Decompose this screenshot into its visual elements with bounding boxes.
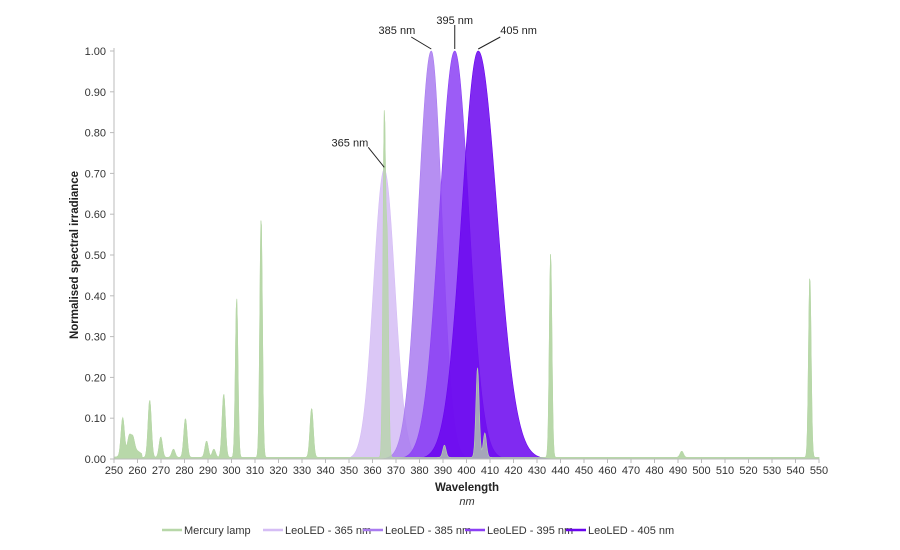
x-tick-label: 420 [504, 465, 522, 477]
x-tick-label: 300 [222, 465, 240, 477]
y-tick-label: 0.60 [85, 209, 106, 221]
y-tick-label: 0.70 [85, 168, 106, 180]
legend-item-3: LeoLED - 395 nm [465, 525, 573, 537]
x-tick-label: 500 [692, 465, 710, 477]
annotation-label: 365 nm [332, 137, 369, 149]
x-tick-label: 490 [669, 465, 687, 477]
legend-item-1: LeoLED - 365 nm [263, 525, 371, 537]
x-tick-label: 550 [810, 465, 828, 477]
x-tick-label: 360 [363, 465, 381, 477]
y-tick-label: 0.90 [85, 87, 106, 99]
annotation-label: 385 nm [379, 25, 416, 37]
mercury-lamp-overlay [113, 110, 820, 460]
legend-label: LeoLED - 395 nm [487, 525, 573, 537]
x-tick-label: 380 [410, 465, 428, 477]
series-area-4 [114, 50, 819, 460]
x-tick-label: 470 [622, 465, 640, 477]
legend-label: LeoLED - 405 nm [588, 525, 674, 537]
x-tick-label: 280 [175, 465, 193, 477]
y-tick-label: 0.40 [85, 291, 106, 303]
legend-label: LeoLED - 385 nm [385, 525, 471, 537]
x-tick-label: 320 [269, 465, 287, 477]
x-tick-label: 370 [387, 465, 405, 477]
legend-item-4: LeoLED - 405 nm [566, 525, 674, 537]
y-tick-label: 1.00 [85, 46, 106, 58]
x-tick-label: 440 [551, 465, 569, 477]
y-tick-label: 0.20 [85, 372, 106, 384]
x-tick-label: 390 [434, 465, 452, 477]
x-tick-label: 460 [598, 465, 616, 477]
y-ticks: 0.00 0.10 0.20 0.30 0.40 0.50 0.60 0.70 0.80 0.90… [85, 46, 114, 466]
x-axis-unit: nm [459, 496, 474, 508]
x-tick-label: 290 [199, 465, 217, 477]
x-tick-label: 450 [575, 465, 593, 477]
x-tick-label: 330 [293, 465, 311, 477]
x-tick-label: 530 [763, 465, 781, 477]
annotation-label: 405 nm [500, 25, 537, 37]
x-tick-label: 510 [716, 465, 734, 477]
annotation-leader [410, 36, 432, 50]
y-tick-label: 0.50 [85, 250, 106, 262]
y-axis-title: Normalised spectral irradiance [69, 171, 81, 339]
y-tick-label: 0.30 [85, 332, 106, 344]
legend-label: Mercury lamp [184, 525, 251, 537]
legend: Mercury lamp LeoLED - 365 nm LeoLED - 385 … [162, 525, 674, 537]
legend-label: LeoLED - 365 nm [285, 525, 371, 537]
legend-item-0: Mercury lamp [162, 525, 251, 537]
x-tick-label: 350 [340, 465, 358, 477]
annotation-label: 395 nm [436, 15, 473, 27]
annotation-leader [478, 36, 501, 50]
y-tick-label: 0.00 [85, 454, 106, 466]
y-tick-label: 0.80 [85, 128, 106, 140]
x-tick-label: 260 [128, 465, 146, 477]
x-tick-label: 540 [786, 465, 804, 477]
x-tick-label: 250 [105, 465, 123, 477]
annotations: 365 nm 385 nm 395 nm 405 nm [332, 15, 537, 168]
annotation-leader [367, 147, 385, 168]
legend-item-2: LeoLED - 385 nm [363, 525, 471, 537]
x-tick-label: 270 [152, 465, 170, 477]
x-tick-label: 400 [457, 465, 475, 477]
x-tick-label: 480 [645, 465, 663, 477]
x-axis-title: Wavelength [435, 482, 499, 494]
series-areas [113, 50, 820, 460]
x-ticks: 250 260 270 280 290 300 310 320 330 340 350 360 370 3… [105, 459, 828, 477]
x-tick-label: 520 [739, 465, 757, 477]
x-tick-label: 340 [316, 465, 334, 477]
x-tick-label: 410 [481, 465, 499, 477]
y-tick-label: 0.10 [85, 413, 106, 425]
x-tick-label: 310 [246, 465, 264, 477]
x-tick-label: 430 [528, 465, 546, 477]
